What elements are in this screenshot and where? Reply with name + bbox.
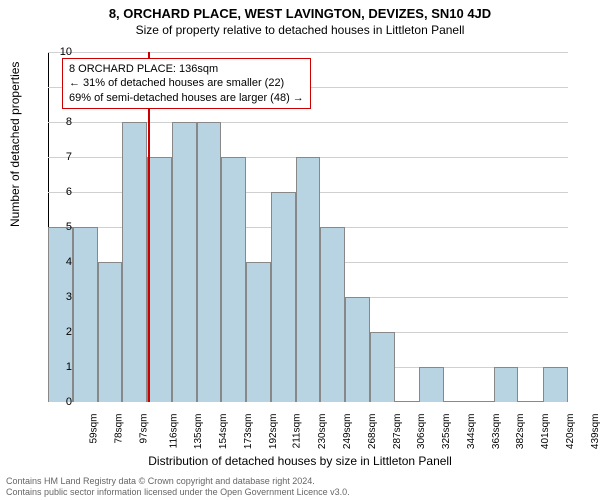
x-tick-label: 325sqm bbox=[441, 414, 452, 450]
chart-container: { "chart": { "type": "histogram", "title… bbox=[0, 0, 600, 500]
x-tick-label: 382sqm bbox=[515, 414, 526, 450]
callout-line: ← 31% of detached houses are smaller (22… bbox=[69, 76, 304, 90]
callout-line: 8 ORCHARD PLACE: 136sqm bbox=[69, 62, 304, 76]
callout-line: 69% of semi-detached houses are larger (… bbox=[69, 91, 304, 105]
x-tick-label: 192sqm bbox=[268, 414, 279, 450]
histogram-bar bbox=[122, 122, 147, 402]
histogram-bar bbox=[518, 401, 543, 402]
chart-subtitle: Size of property relative to detached ho… bbox=[0, 21, 600, 41]
y-tick-label: 5 bbox=[52, 221, 72, 233]
y-tick-label: 0 bbox=[52, 396, 72, 408]
histogram-bar bbox=[147, 157, 172, 402]
histogram-bar bbox=[444, 401, 469, 402]
x-tick-label: 59sqm bbox=[89, 414, 100, 444]
histogram-bar bbox=[469, 401, 494, 402]
grid-line bbox=[48, 52, 568, 53]
x-tick-label: 344sqm bbox=[466, 414, 477, 450]
y-axis-label: Number of detached properties bbox=[8, 62, 22, 227]
histogram-bar bbox=[246, 262, 271, 402]
x-tick-label: 363sqm bbox=[491, 414, 502, 450]
x-tick-label: 420sqm bbox=[565, 414, 576, 450]
y-tick-label: 7 bbox=[52, 151, 72, 163]
y-tick-label: 4 bbox=[52, 256, 72, 268]
x-tick-label: 230sqm bbox=[317, 414, 328, 450]
y-tick-label: 1 bbox=[52, 361, 72, 373]
histogram-bar bbox=[73, 227, 98, 402]
x-tick-label: 173sqm bbox=[243, 414, 254, 450]
histogram-bar bbox=[345, 297, 370, 402]
histogram-bar bbox=[48, 227, 73, 402]
histogram-bar bbox=[271, 192, 296, 402]
histogram-bar bbox=[395, 401, 420, 402]
x-tick-label: 154sqm bbox=[218, 414, 229, 450]
x-tick-label: 211sqm bbox=[292, 414, 303, 449]
x-axis-label: Distribution of detached houses by size … bbox=[0, 454, 600, 468]
histogram-bar bbox=[296, 157, 321, 402]
histogram-bar bbox=[172, 122, 197, 402]
histogram-bar bbox=[419, 367, 444, 402]
y-tick-label: 10 bbox=[52, 46, 72, 58]
x-tick-label: 268sqm bbox=[367, 414, 378, 450]
histogram-bar bbox=[197, 122, 222, 402]
x-tick-label: 116sqm bbox=[168, 414, 179, 449]
x-tick-label: 287sqm bbox=[392, 414, 403, 450]
footer-line-2: Contains public sector information licen… bbox=[6, 487, 350, 498]
callout-box: 8 ORCHARD PLACE: 136sqm← 31% of detached… bbox=[62, 58, 311, 109]
y-tick-label: 6 bbox=[52, 186, 72, 198]
histogram-bar bbox=[98, 262, 123, 402]
y-tick-label: 8 bbox=[52, 116, 72, 128]
histogram-bar bbox=[543, 367, 568, 402]
footer-line-1: Contains HM Land Registry data © Crown c… bbox=[6, 476, 350, 487]
histogram-bar bbox=[370, 332, 395, 402]
histogram-bar bbox=[221, 157, 246, 402]
x-tick-label: 439sqm bbox=[590, 414, 600, 450]
histogram-bar bbox=[320, 227, 345, 402]
x-tick-label: 78sqm bbox=[114, 414, 125, 444]
x-tick-label: 97sqm bbox=[138, 414, 149, 444]
y-tick-label: 2 bbox=[52, 326, 72, 338]
x-tick-label: 249sqm bbox=[342, 414, 353, 450]
chart-title: 8, ORCHARD PLACE, WEST LAVINGTON, DEVIZE… bbox=[0, 0, 600, 21]
x-tick-label: 135sqm bbox=[194, 414, 205, 450]
y-tick-label: 3 bbox=[52, 291, 72, 303]
x-tick-label: 306sqm bbox=[416, 414, 427, 450]
x-tick-label: 401sqm bbox=[540, 414, 551, 450]
histogram-bar bbox=[494, 367, 519, 402]
footer-attribution: Contains HM Land Registry data © Crown c… bbox=[6, 476, 350, 498]
